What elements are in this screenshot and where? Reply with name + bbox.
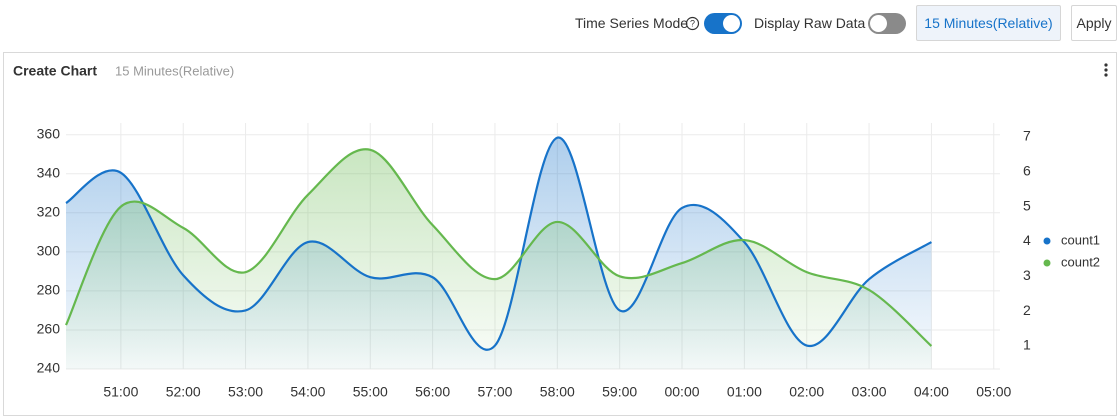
x-tick-label: 01:00 <box>727 384 762 400</box>
x-tick-label: 59:00 <box>602 384 637 400</box>
raw-data-label: Display Raw Data <box>754 15 866 31</box>
x-tick-label: 53:00 <box>228 384 263 400</box>
chart-panel <box>3 52 1117 416</box>
legend-marker <box>1043 237 1051 245</box>
chart-subtitle: 15 Minutes(Relative) <box>115 63 234 78</box>
legend-item[interactable]: count2 <box>1043 254 1101 269</box>
y2-tick-label: 7 <box>1023 128 1031 144</box>
svg-text:?: ? <box>690 18 695 28</box>
x-tick-label: 03:00 <box>852 384 887 400</box>
x-tick-label: 02:00 <box>789 384 824 400</box>
legend-label: count2 <box>1061 254 1100 269</box>
time-series-label: Time Series Mode <box>575 15 689 31</box>
x-tick-label: 51:00 <box>103 384 138 400</box>
legend-item[interactable]: count1 <box>1043 232 1101 247</box>
y-tick-label: 240 <box>37 360 61 376</box>
x-tick-label: 54:00 <box>290 384 325 400</box>
y2-tick-label: 1 <box>1023 337 1031 353</box>
x-tick-label: 04:00 <box>914 384 949 400</box>
series-area <box>66 149 932 369</box>
raw-data-toggle[interactable] <box>868 13 906 34</box>
x-tick-label: 00:00 <box>664 384 699 400</box>
x-tick-label: 05:00 <box>976 384 1011 400</box>
time-range-button[interactable]: 15 Minutes(Relative) <box>916 5 1061 41</box>
series-line <box>65 136 932 351</box>
toolbar: Time Series Mode ? Display Raw Data 15 M… <box>0 0 1120 48</box>
x-tick-label: 58:00 <box>540 384 575 400</box>
y2-tick-label: 2 <box>1023 302 1031 318</box>
legend-marker <box>1043 259 1051 267</box>
apply-button[interactable]: Apply <box>1071 5 1117 41</box>
y2-tick-label: 6 <box>1023 162 1031 178</box>
x-tick-label: 57:00 <box>477 384 512 400</box>
y2-tick-label: 3 <box>1023 267 1031 283</box>
series-line <box>65 148 933 347</box>
x-tick-label: 52:00 <box>166 384 201 400</box>
y-tick-label: 260 <box>37 321 61 337</box>
y2-tick-label: 5 <box>1023 197 1031 213</box>
y-tick-label: 340 <box>37 164 61 180</box>
y-tick-label: 280 <box>37 282 61 298</box>
legend-label: count1 <box>1061 232 1100 247</box>
x-tick-label: 55:00 <box>353 384 388 400</box>
y-tick-label: 300 <box>37 243 61 259</box>
y-tick-label: 320 <box>37 204 61 220</box>
x-tick-label: 56:00 <box>415 384 450 400</box>
menu-icon[interactable] <box>1104 63 1108 77</box>
time-series-toggle[interactable] <box>704 13 742 34</box>
y2-tick-label: 4 <box>1023 232 1031 248</box>
y-tick-label: 360 <box>37 125 61 141</box>
help-icon[interactable]: ? <box>685 16 700 31</box>
chart-title: Create Chart <box>13 63 97 79</box>
